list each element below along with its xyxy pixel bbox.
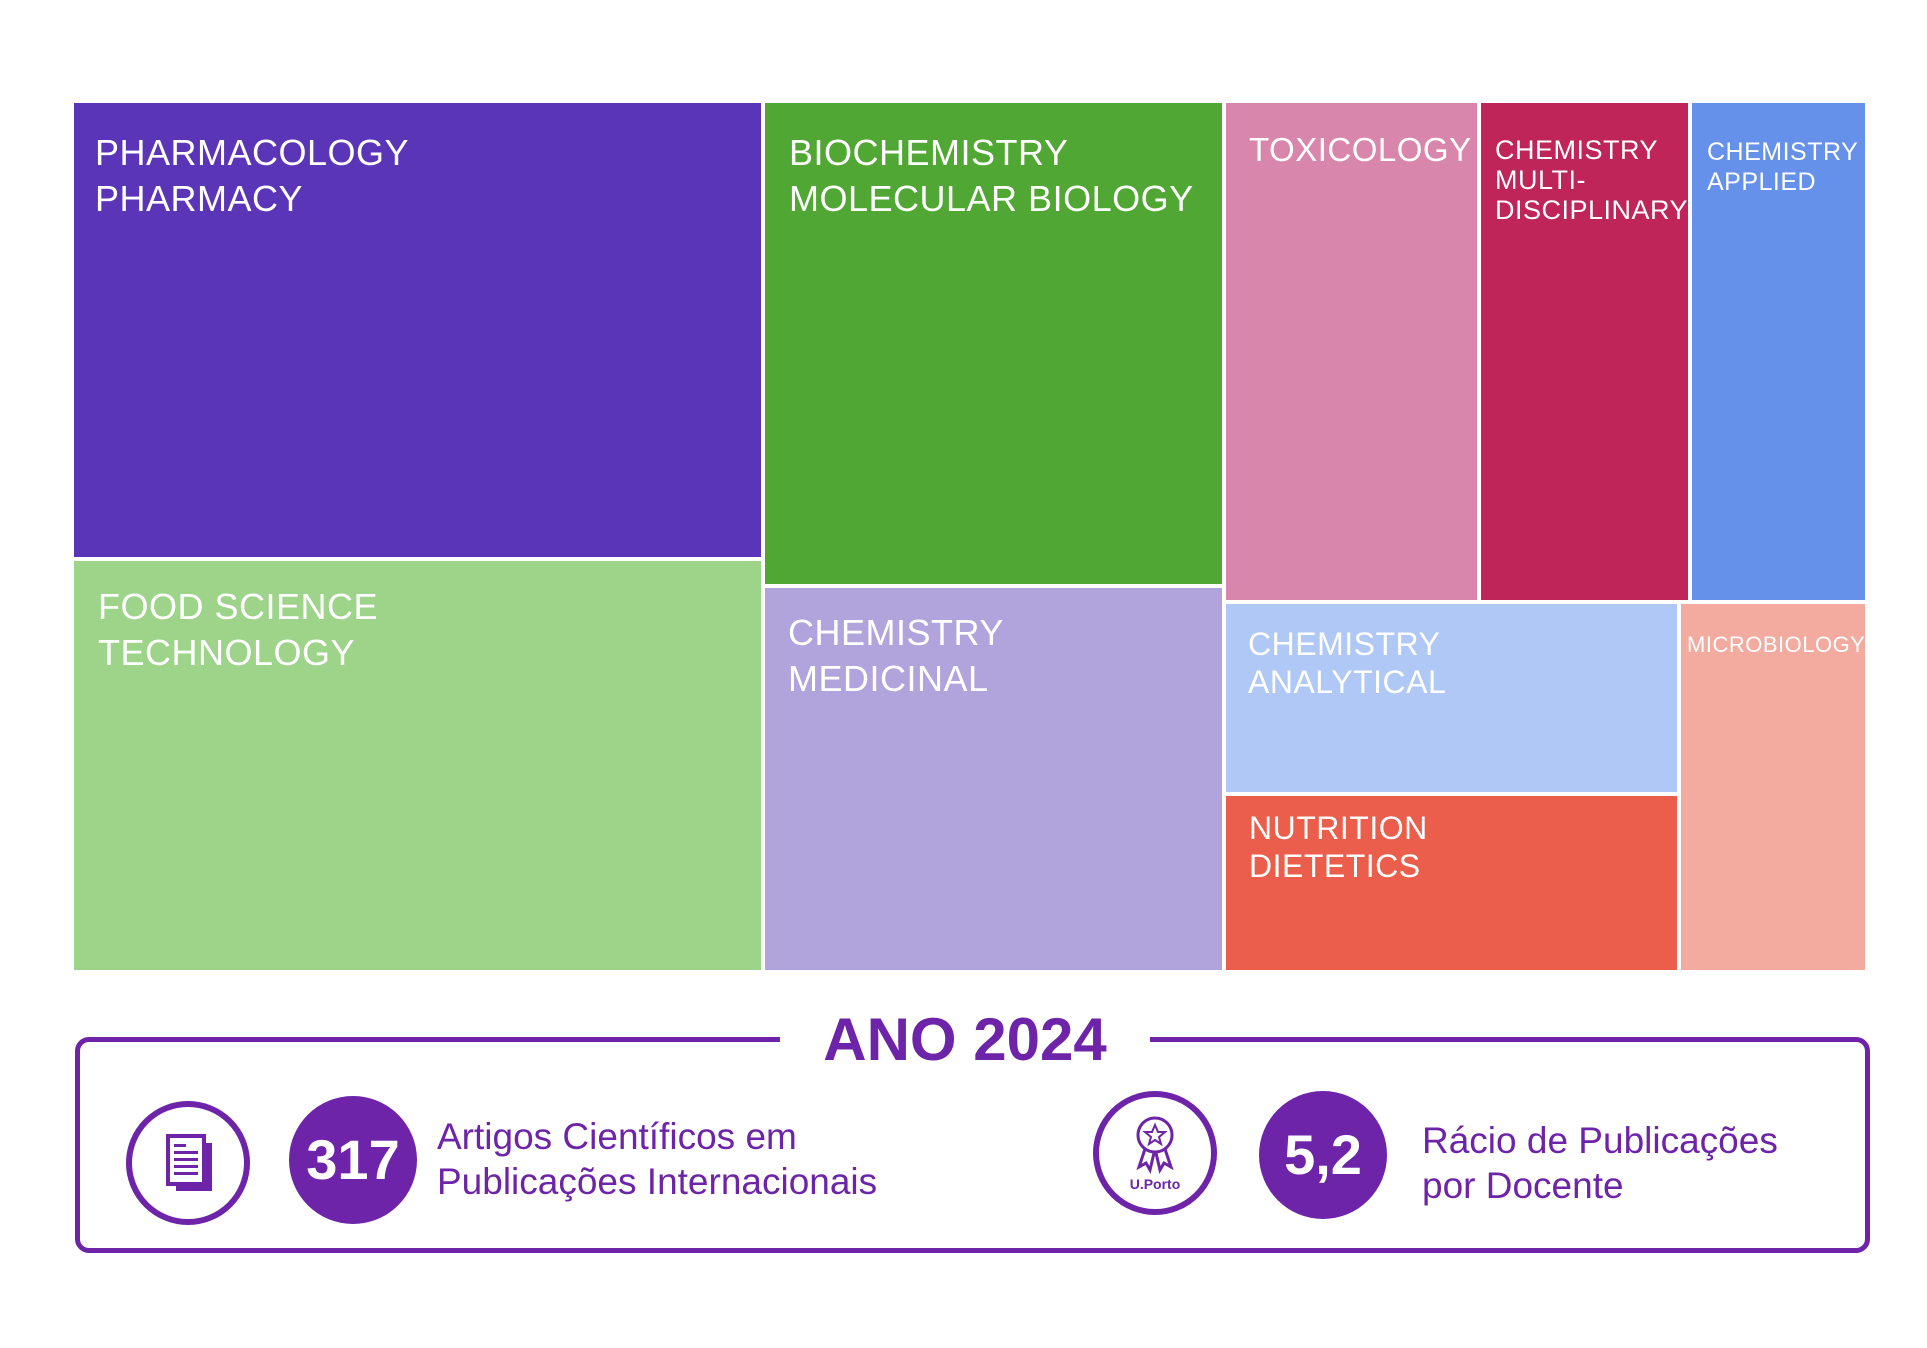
treemap-tile-label-line: PHARMACOLOGY — [95, 132, 410, 173]
articles-label-line: Publicações Internacionais — [437, 1161, 878, 1202]
treemap-tile-label-line: TOXICOLOGY — [1249, 131, 1472, 168]
ratio-label: Rácio de Publicações por Docente — [1422, 1118, 1778, 1208]
treemap-tile-label-line: DISCIPLINARY — [1495, 195, 1688, 225]
year-title: ANO 2024 — [780, 1004, 1150, 1076]
treemap-tile: PHARMACOLOGY PHARMACY — [74, 103, 761, 557]
treemap-tile-label: BIOCHEMISTRY MOLECULAR BIOLOGY — [789, 130, 1194, 222]
award-icon-ring: U.Porto — [1093, 1091, 1217, 1215]
treemap-tile: NUTRITION DIETETICS — [1226, 796, 1677, 970]
articles-label-line: Artigos Científicos em — [437, 1116, 797, 1157]
treemap-tile-label-line: APPLIED — [1707, 168, 1817, 196]
treemap-tile-label: FOOD SCIENCE TECHNOLOGY — [98, 584, 378, 676]
treemap-tile-label-line: MOLECULAR BIOLOGY — [789, 178, 1194, 219]
treemap-tile: CHEMISTRY APPLIED — [1692, 103, 1865, 600]
treemap-tile-label: TOXICOLOGY — [1249, 128, 1472, 172]
treemap-tile-label: NUTRITION DIETETICS — [1249, 809, 1428, 885]
articles-count: 317 — [289, 1096, 417, 1224]
treemap-tile-label-line: CHEMISTRY — [1707, 138, 1859, 166]
ratio-label-line: Rácio de Publicações — [1422, 1120, 1778, 1161]
treemap-tile-label-line: MICROBIOLOGY — [1687, 632, 1865, 657]
treemap-tile-label-line: PHARMACY — [95, 178, 304, 219]
treemap-tile-label: MICROBIOLOGY — [1687, 631, 1865, 659]
treemap-tile-label-line: FOOD SCIENCE — [98, 586, 379, 627]
award-ribbon-icon — [1136, 1116, 1174, 1175]
treemap-tile: CHEMISTRY ANALYTICAL — [1226, 604, 1677, 792]
treemap-tile: MICROBIOLOGY — [1681, 604, 1865, 970]
treemap-tile-label-line: CHEMISTRY — [1248, 626, 1441, 662]
ratio-label-line: por Docente — [1422, 1165, 1624, 1206]
ratio-value: 5,2 — [1259, 1091, 1387, 1219]
treemap-tile-label: CHEMISTRY MULTI- DISCIPLINARY — [1495, 135, 1688, 225]
document-icon — [166, 1134, 212, 1191]
treemap-tile-label-line: MULTI- — [1495, 165, 1586, 195]
treemap-chart: PHARMACOLOGY PHARMACY FOOD SCIENCE TECHNOLO… — [74, 103, 1865, 970]
treemap-tile: CHEMISTRY MULTI- DISCIPLINARY — [1481, 103, 1688, 600]
treemap-tile-label-line: CHEMISTRY — [788, 612, 1004, 653]
treemap-tile: FOOD SCIENCE TECHNOLOGY — [74, 561, 761, 970]
treemap-tile: TOXICOLOGY — [1226, 103, 1477, 600]
uporto-logo-text: U.Porto — [1129, 1176, 1181, 1192]
treemap-tile-label-line: NUTRITION — [1249, 810, 1428, 846]
treemap-tile-label-line: MEDICINAL — [788, 658, 989, 699]
treemap-tile-label-line: DIETETICS — [1249, 848, 1421, 884]
articles-label: Artigos Científicos em Publicações Inter… — [437, 1114, 877, 1204]
treemap-tile-label-line: BIOCHEMISTRY — [789, 132, 1069, 173]
treemap-tile-label-line: ANALYTICAL — [1248, 664, 1447, 700]
treemap-tile: BIOCHEMISTRY MOLECULAR BIOLOGY — [765, 103, 1222, 584]
treemap-tile-label: PHARMACOLOGY PHARMACY — [95, 130, 409, 222]
treemap-tile-label-line: TECHNOLOGY — [98, 632, 356, 673]
treemap-tile: CHEMISTRY MEDICINAL — [765, 588, 1222, 970]
document-icon-ring — [126, 1101, 250, 1225]
treemap-tile-label: CHEMISTRY ANALYTICAL — [1248, 625, 1446, 701]
treemap-tile-label: CHEMISTRY MEDICINAL — [788, 610, 1004, 702]
treemap-tile-label-line: CHEMISTRY — [1495, 135, 1659, 165]
treemap-tile-label: CHEMISTRY APPLIED — [1707, 137, 1858, 197]
